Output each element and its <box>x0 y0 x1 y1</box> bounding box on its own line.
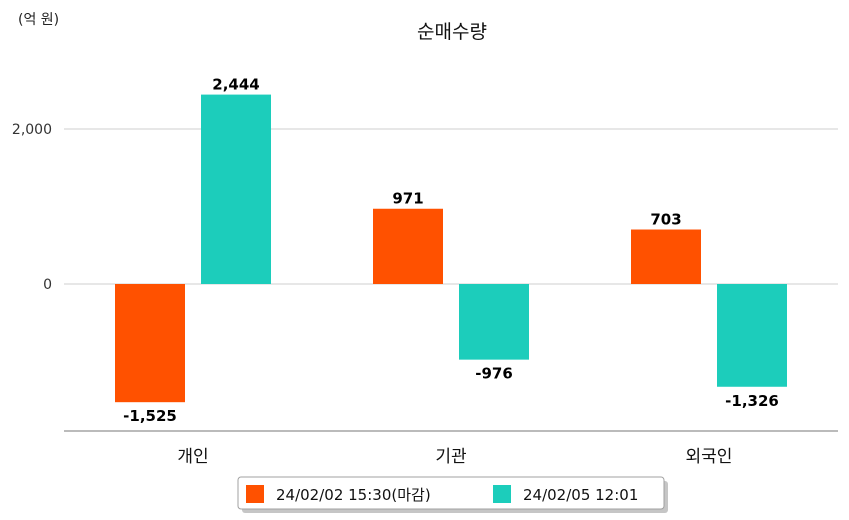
x-axis-ticks: 개인 기관 외국인 <box>177 447 732 467</box>
data-label: 2,444 <box>212 76 259 94</box>
legend: 24/02/02 15:30(마감) 24/02/05 12:01 <box>237 476 668 513</box>
gridlines <box>64 128 838 285</box>
legend-label: 24/02/05 12:01 <box>523 486 638 504</box>
bar <box>717 284 787 387</box>
y-axis-ticks: 0 2,000 <box>12 122 52 293</box>
legend-items: 24/02/02 15:30(마감) 24/02/05 12:01 <box>246 485 638 504</box>
x-tick-label: 외국인 <box>686 447 733 467</box>
chart-title: 순매수량 <box>417 21 487 43</box>
x-tick-label: 개인 <box>177 447 208 467</box>
bar <box>201 94 271 284</box>
legend-label: 24/02/02 15:30(마감) <box>276 486 431 504</box>
bar <box>373 208 443 284</box>
bar <box>459 284 529 360</box>
data-label: 971 <box>392 190 423 208</box>
y-tick-label: 2,000 <box>12 122 52 138</box>
bar <box>631 229 701 284</box>
bar <box>115 284 185 403</box>
bars <box>115 94 787 403</box>
data-label: 703 <box>650 211 681 229</box>
legend-box <box>237 476 665 510</box>
legend-swatch <box>246 485 264 503</box>
y-tick-label: 0 <box>43 277 52 293</box>
unit-label: (억 원) <box>18 12 59 28</box>
x-tick-label: 기관 <box>435 447 466 467</box>
legend-swatch <box>493 485 511 503</box>
data-label: -976 <box>475 365 513 383</box>
data-label: -1,525 <box>123 407 177 425</box>
data-label: -1,326 <box>725 392 779 410</box>
data-labels: -1,525 2,444 971 -976 703 -1,326 <box>123 76 779 426</box>
